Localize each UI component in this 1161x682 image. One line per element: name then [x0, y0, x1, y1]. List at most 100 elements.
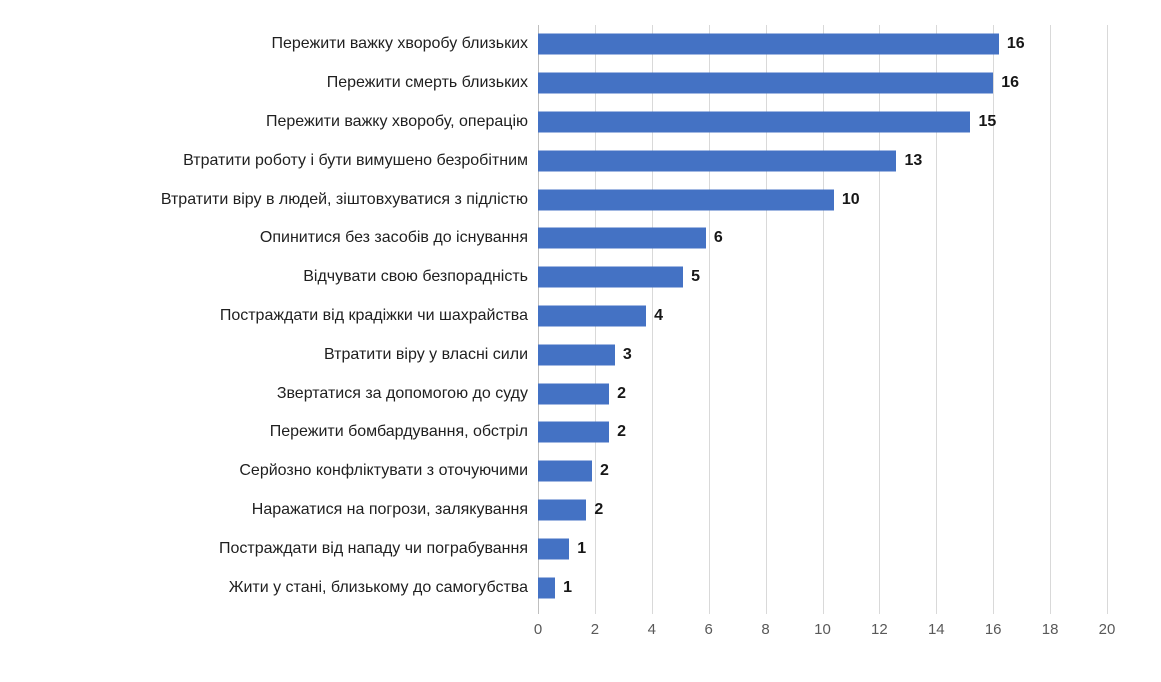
plot-area: 16 16 15 13 10 6 5 4 3 2 2 2 2 1 1	[538, 25, 1108, 614]
category-row: Постраждати від нападу чи пограбування	[0, 529, 528, 568]
bar	[538, 421, 610, 443]
bar-value-label: 5	[691, 268, 700, 286]
bar-row: 5	[538, 258, 1107, 297]
bar-row: 4	[538, 297, 1107, 336]
bar	[538, 227, 706, 249]
bar-row: 10	[538, 180, 1107, 219]
bar-row: 2	[538, 413, 1107, 452]
bar-row: 15	[538, 103, 1107, 142]
gridline	[1050, 25, 1052, 614]
category-label: Пережити важку хворобу, операцію	[265, 112, 528, 130]
plot-rows: 16 16 15 13 10 6 5 4 3 2 2 2 2 1 1	[538, 25, 1107, 607]
category-row: Втратити роботу і бути вимушено безробіт…	[0, 141, 528, 180]
bar-value-label: 1	[577, 539, 587, 557]
x-tick-label: 4	[647, 621, 656, 638]
x-tick-label: 16	[984, 621, 1002, 638]
category-row: Втратити віру у власні сили	[0, 335, 528, 374]
bar-value-label: 13	[904, 151, 923, 169]
bar-value-label: 1	[563, 578, 572, 596]
bar-row: 3	[538, 335, 1107, 374]
category-row: Постраждати від крадіжки чи шахрайства	[0, 297, 528, 336]
bar	[538, 150, 897, 172]
gridline	[765, 25, 767, 614]
category-row: Втратити віру в людей, зіштовхуватися з …	[0, 180, 528, 219]
x-tick-label: 18	[1041, 621, 1059, 638]
x-tick-label: 2	[590, 621, 600, 638]
category-label: Звертатися за допомогою до суду	[276, 384, 528, 402]
bar-value-label: 2	[617, 423, 627, 441]
category-row: Наражатися на погрози, залякування	[0, 491, 528, 530]
category-label: Втратити роботу і бути вимушено безробіт…	[183, 151, 528, 169]
category-label: Постраждати від крадіжки чи шахрайства	[219, 306, 528, 324]
bar	[538, 305, 647, 327]
category-row: Пережити важку хворобу, операцію	[0, 103, 528, 142]
bar	[538, 111, 971, 133]
x-tick-label: 20	[1098, 621, 1116, 638]
category-label: Жити у стані, близькому до самогубства	[228, 578, 528, 596]
x-axis: 0 2 4 6 8 10 12 14 16 18 20	[534, 621, 1116, 644]
bar-value-label: 6	[713, 229, 723, 247]
bar-row: 13	[538, 141, 1107, 180]
gridline	[1107, 25, 1108, 614]
category-label: Пережити смерть близьких	[326, 74, 528, 92]
category-row: Жити у стані, близькому до самогубства	[0, 568, 528, 607]
category-label: Опинитися без засобів до існування	[259, 229, 528, 247]
bar	[538, 383, 610, 405]
category-label: Серйозно конфліктувати з оточуючими	[239, 462, 528, 480]
bar-value-label: 16	[1006, 35, 1025, 53]
category-row: Звертатися за допомогою до суду	[0, 374, 528, 413]
gridline	[822, 25, 824, 614]
x-tick-label: 6	[704, 621, 713, 638]
category-label: Постраждати від нападу чи пограбування	[218, 539, 528, 557]
category-label: Відчувати свою безпорадність	[303, 268, 528, 286]
bar-value-label: 16	[1001, 74, 1019, 92]
bar	[538, 538, 570, 560]
bar-row: 1	[538, 529, 1107, 568]
x-tick-label: 8	[761, 621, 770, 638]
gridline	[708, 25, 710, 614]
category-label: Пережити важку хворобу близьких	[271, 35, 528, 53]
bar	[538, 33, 999, 55]
bar	[538, 266, 684, 288]
gridline	[651, 25, 653, 614]
gridline	[879, 25, 881, 614]
bar	[538, 189, 834, 211]
category-label: Втратити віру в людей, зіштовхуватися з …	[160, 190, 528, 208]
category-row: Пережити бомбардування, обстріл	[0, 413, 528, 452]
bar-row: 2	[538, 374, 1107, 413]
x-tick-label: 14	[927, 621, 945, 638]
bar-row: 1	[538, 568, 1107, 607]
bar-row: 16	[538, 25, 1107, 64]
category-column: Пережити важку хворобу близьких Пережити …	[0, 25, 528, 607]
bar-value-label: 2	[594, 500, 604, 518]
bar-row: 6	[538, 219, 1107, 258]
bar-row: 2	[538, 491, 1107, 530]
bar-value-label: 2	[617, 384, 627, 402]
bar-value-label: 2	[600, 462, 609, 480]
bar	[538, 499, 587, 521]
category-row: Відчувати свою безпорадність	[0, 258, 528, 297]
x-tick-label: 10	[814, 621, 831, 638]
category-label: Наражатися на погрози, залякування	[251, 500, 528, 518]
bar	[538, 72, 994, 94]
category-label: Втратити віру у власні сили	[324, 345, 528, 363]
bar-value-label: 3	[622, 345, 632, 363]
category-row: Пережити смерть близьких	[0, 64, 528, 103]
x-tick-label: 0	[533, 621, 543, 638]
gridline	[936, 25, 938, 614]
category-label: Пережити бомбардування, обстріл	[269, 423, 528, 441]
bar-value-label: 15	[978, 112, 997, 130]
bar-value-label: 10	[841, 190, 860, 208]
bar	[538, 344, 615, 366]
bar	[538, 577, 556, 599]
bar	[538, 460, 593, 482]
gridline	[993, 25, 995, 614]
category-row: Серйозно конфліктувати з оточуючими	[0, 452, 528, 491]
category-row: Пережити важку хворобу близьких	[0, 25, 528, 64]
category-row: Опинитися без засобів до існування	[0, 219, 528, 258]
bar-row: 2	[538, 452, 1107, 491]
bar-value-label: 4	[654, 306, 664, 324]
bar-row: 16	[538, 64, 1107, 103]
x-tick-label: 12	[871, 621, 888, 638]
